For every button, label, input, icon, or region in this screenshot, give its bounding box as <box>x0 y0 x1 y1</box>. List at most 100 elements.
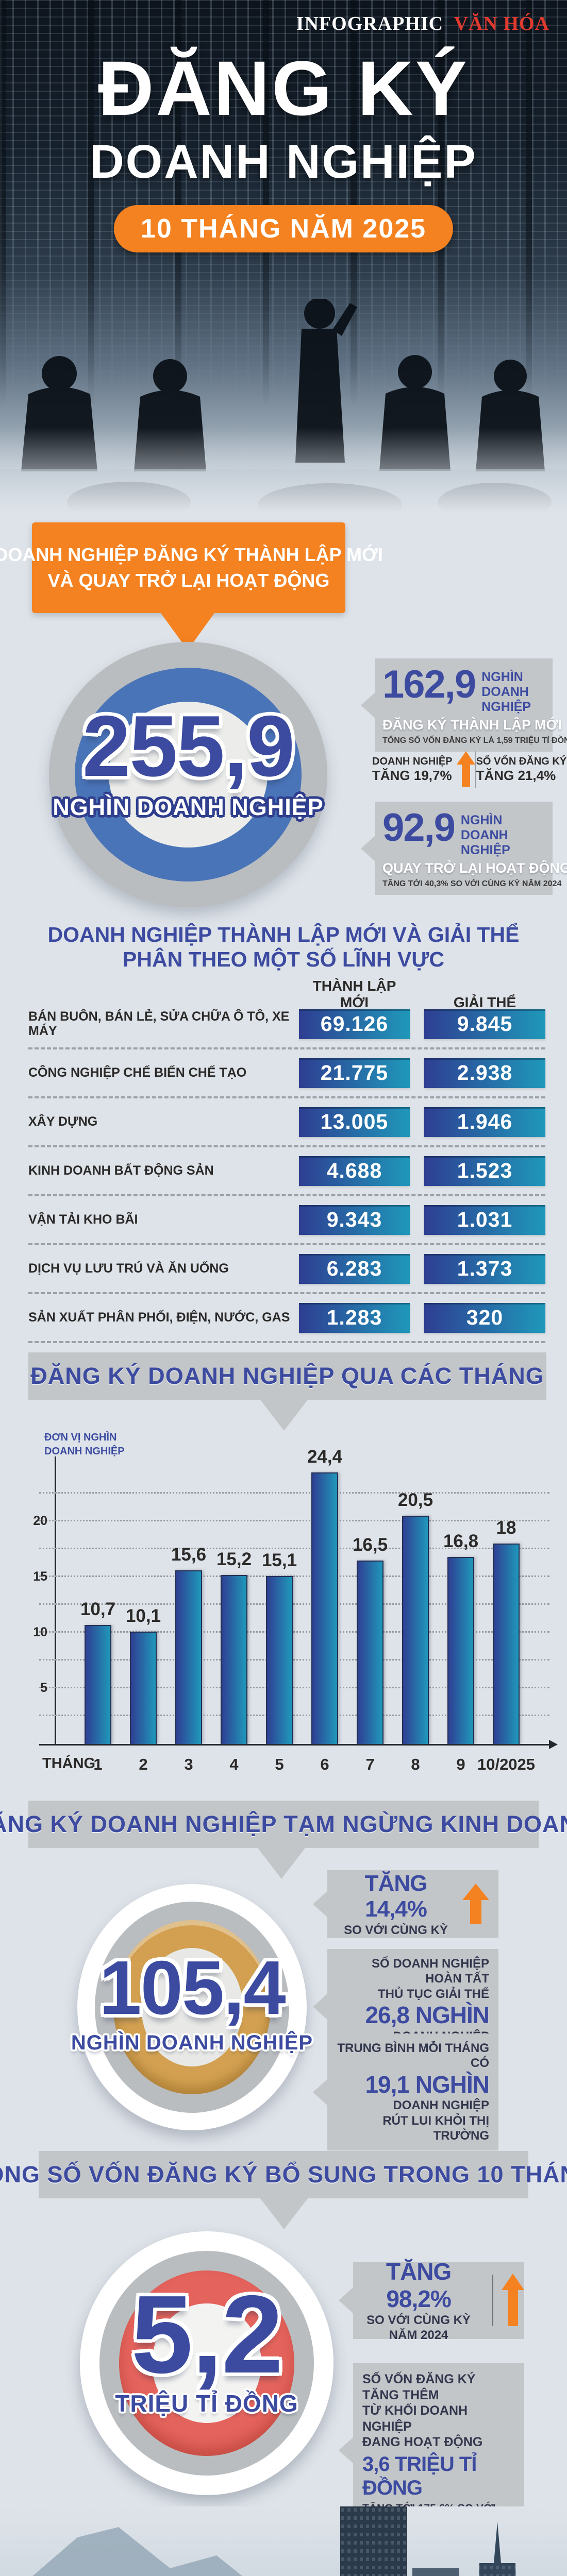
returning-label: QUAY TRỞ LẠI HOẠT ĐỘNG <box>382 860 567 876</box>
row-label: SẢN XUẤT PHÂN PHỐI, ĐIỆN, NƯỚC, GAS <box>28 1310 290 1325</box>
row-value-dissolved: 1.031 <box>424 1205 545 1235</box>
bar-month-8 <box>402 1516 429 1744</box>
bar-month-1 <box>85 1625 111 1744</box>
stat-capital-label: SỐ VỐN ĐĂNG KÝ <box>476 756 567 767</box>
bar-value-label: 24,4 <box>307 1447 343 1467</box>
publisher-logo: INFOGRAPHIC VĂN HÓA <box>296 12 549 35</box>
publisher-logo-vanhoa: VĂN HÓA <box>454 13 549 35</box>
total-unit: NGHÌN DOANH NGHIỆP <box>53 794 324 820</box>
section-suspended: ĐĂNG KÝ DOANH NGHIỆP TẠM NGỪNG KINH DOAN… <box>0 1801 567 2161</box>
period-badge: 10 THÁNG NĂM 2025 <box>113 205 454 252</box>
column-header-new: THÀNH LẬP MỚI <box>312 978 396 1010</box>
capital-added-pre2: TỪ KHỐI DOANH NGHIỆP <box>362 2403 468 2434</box>
capital-growth-value: TĂNG 98,2% <box>386 2258 452 2312</box>
section-monthly-chart: ĐĂNG KÝ DOANH NGHIỆP QUA CÁC THÁNG ĐƠN V… <box>0 1352 567 1806</box>
capital-growth-label2: NĂM 2024 <box>389 2328 448 2342</box>
vertical-divider <box>492 2275 493 2326</box>
y-axis <box>55 1456 56 1744</box>
gridline-2.5 <box>39 1715 549 1716</box>
capital-unit: TRIỆU TỈ ĐỒNG <box>115 2390 298 2417</box>
withdraw-pre1: TRUNG BÌNH MỖI THÁNG CÓ <box>337 2041 489 2071</box>
bar-value-label: 18 <box>496 1518 516 1538</box>
withdraw-post1: DOANH NGHIỆP <box>393 2098 489 2113</box>
row-label: VẬN TẢI KHO BÃI <box>28 1212 138 1227</box>
table-title-line2: PHÂN THEO MỘT SỐ LĨNH VỰC <box>123 947 444 972</box>
table-row: DỊCH VỤ LƯU TRÚ VÀ ĂN UỐNG 6.283 1.373 <box>28 1245 545 1294</box>
suspend-growth-box: TĂNG 14,4% SO VỚI CÙNG KỲ <box>313 1870 498 1938</box>
new-registration-box: 162,9 NGHÌN DOANH NGHIỆP ĐĂNG KÝ THÀNH L… <box>361 658 567 752</box>
row-value-new: 6.283 <box>299 1253 410 1284</box>
x-tick-4: 4 <box>229 1755 239 1773</box>
x-tick-3: 3 <box>184 1755 193 1773</box>
stat-enterprises-value: TĂNG 19,7% <box>372 768 452 783</box>
new-registration-unit2: DOANH NGHIỆP <box>481 684 531 714</box>
returning-box: 92,9 NGHÌN DOANH NGHIỆP QUAY TRỞ LẠI HOẠ… <box>361 802 567 895</box>
returning-value: 92,9 <box>382 806 456 850</box>
x-tick-7: 7 <box>365 1755 375 1773</box>
row-label: DỊCH VỤ LƯU TRÚ VÀ ĂN UỐNG <box>28 1261 229 1276</box>
table-row: BÁN BUÔN, BÁN LẺ, SỬA CHỮA Ô TÔ, XE MÁY 6… <box>28 1001 545 1049</box>
suspend-banner: ĐĂNG KÝ DOANH NGHIỆP TẠM NGỪNG KINH DOAN… <box>0 1801 567 1848</box>
capital-added-value: 3,6 TRIỆU TỈ ĐỒNG <box>362 2452 477 2499</box>
bar-value-label: 10,1 <box>125 1606 161 1626</box>
up-arrow-icon <box>457 751 475 788</box>
y-tick-20: 20 <box>33 1514 47 1528</box>
gray-down-arrow-icon <box>260 2198 308 2229</box>
capital-added-pre1: SỐ VỐN ĐĂNG KÝ TĂNG THÊM <box>362 2372 476 2402</box>
gridline-7.5 <box>39 1659 549 1660</box>
capital-banner: TỔNG SỐ VỐN ĐĂNG KÝ BỔ SUNG TRONG 10 THÁ… <box>0 2151 567 2198</box>
industry-table: THÀNH LẬP MỚI GIẢI THỂ BÁN BUÔN, BÁN LẺ,… <box>28 978 545 1343</box>
stat-capital-value: TĂNG 21,4% <box>476 768 556 783</box>
table-row: SẢN XUẤT PHÂN PHỐI, ĐIỆN, NƯỚC, GAS 1.283… <box>28 1294 545 1343</box>
row-value-dissolved: 1.373 <box>424 1253 545 1284</box>
publisher-logo-infographic: INFOGRAPHIC <box>296 13 444 35</box>
section-new-and-returning: DOANH NGHIỆP ĐĂNG KÝ THÀNH LẬP MỚI VÀ QU… <box>0 515 567 979</box>
suspend-unit: NGHÌN DOANH NGHIỆP <box>71 2031 313 2054</box>
bar-month-5 <box>266 1576 293 1744</box>
stat-enterprises-label: DOANH NGHIỆP <box>372 756 453 767</box>
table-row: KINH DOANH BẤT ĐỘNG SẢN 4.688 1.523 <box>28 1147 545 1196</box>
dissolved-pre2: THỦ TỤC GIẢI THỂ <box>378 1987 489 2001</box>
stat-enterprises: DOANH NGHIỆP TĂNG 19,7% <box>372 751 475 788</box>
row-label: KINH DOANH BẤT ĐỘNG SẢN <box>28 1163 214 1178</box>
capital-added-pre3: ĐANG HOẠT ĐỘNG <box>362 2435 483 2449</box>
up-arrow-icon <box>462 1884 489 1925</box>
capital-circle: 5,2 TRIỆU TỈ ĐỒNG <box>80 2231 333 2495</box>
hero-fade <box>0 428 567 520</box>
bar-month-9 <box>447 1557 474 1744</box>
section-table: DOANH NGHIỆP THÀNH LẬP MỚI VÀ GIẢI THỂ P… <box>0 922 567 1365</box>
x-tick-6: 6 <box>320 1755 329 1773</box>
section-capital: TỔNG SỐ VỐN ĐĂNG KÝ BỔ SUNG TRONG 10 THÁ… <box>0 2151 567 2537</box>
bar-value-label: 15,1 <box>261 1550 297 1570</box>
bar-value-label: 16,8 <box>443 1531 479 1551</box>
main-title-line1: ĐĂNG KÝ <box>98 45 469 131</box>
growth-stats-row: DOANH NGHIỆP TĂNG 19,7% SỐ VỐN ĐĂNG KÝ T… <box>372 751 566 788</box>
gridline-12.5 <box>39 1603 549 1605</box>
callout-line1: DOANH NGHIỆP ĐĂNG KÝ THÀNH LẬP MỚI <box>0 544 383 566</box>
row-value-new: 4.688 <box>299 1156 410 1186</box>
row-value-dissolved: 2.938 <box>424 1058 545 1088</box>
column-header-dissolved: GIẢI THỂ <box>453 994 516 1010</box>
x-tick-8: 8 <box>411 1755 420 1773</box>
gridline-17.5 <box>39 1548 549 1549</box>
new-registration-unit1: NGHÌN <box>481 670 523 684</box>
new-registration-value: 162,9 <box>382 663 476 706</box>
withdraw-box: TRUNG BÌNH MỖI THÁNG CÓ 19,1 NGHÌN DOANH… <box>313 2033 498 2151</box>
row-value-new: 9.343 <box>299 1205 410 1235</box>
bar-value-label: 16,5 <box>352 1535 388 1555</box>
callout-line2: VÀ QUAY TRỞ LẠI HOẠT ĐỘNG <box>47 570 330 591</box>
x-tick-5: 5 <box>275 1755 284 1773</box>
x-tick-9: 9 <box>456 1755 465 1773</box>
row-value-dissolved: 9.845 <box>424 1009 545 1039</box>
suspend-growth-value: TĂNG 14,4% <box>364 1870 428 1922</box>
bar-value-label: 15,2 <box>216 1549 252 1569</box>
dissolved-pre1: SỐ DOANH NGHIỆP HOÀN TẤT <box>371 1957 489 1986</box>
city-skyline-photo <box>0 2506 567 2576</box>
capital-circle-core <box>152 2303 261 2423</box>
x-axis-name: THÁNG <box>42 1755 96 1772</box>
row-label: BÁN BUÔN, BÁN LẺ, SỬA CHỮA Ô TÔ, XE MÁY <box>28 1009 290 1038</box>
bar-value-label: 10,7 <box>80 1599 116 1619</box>
table-row: CÔNG NGHIỆP CHẾ BIẾN CHẾ TẠO 21.775 2.938 <box>28 1049 545 1098</box>
main-title-line2: DOANH NGHIỆP <box>90 135 477 188</box>
